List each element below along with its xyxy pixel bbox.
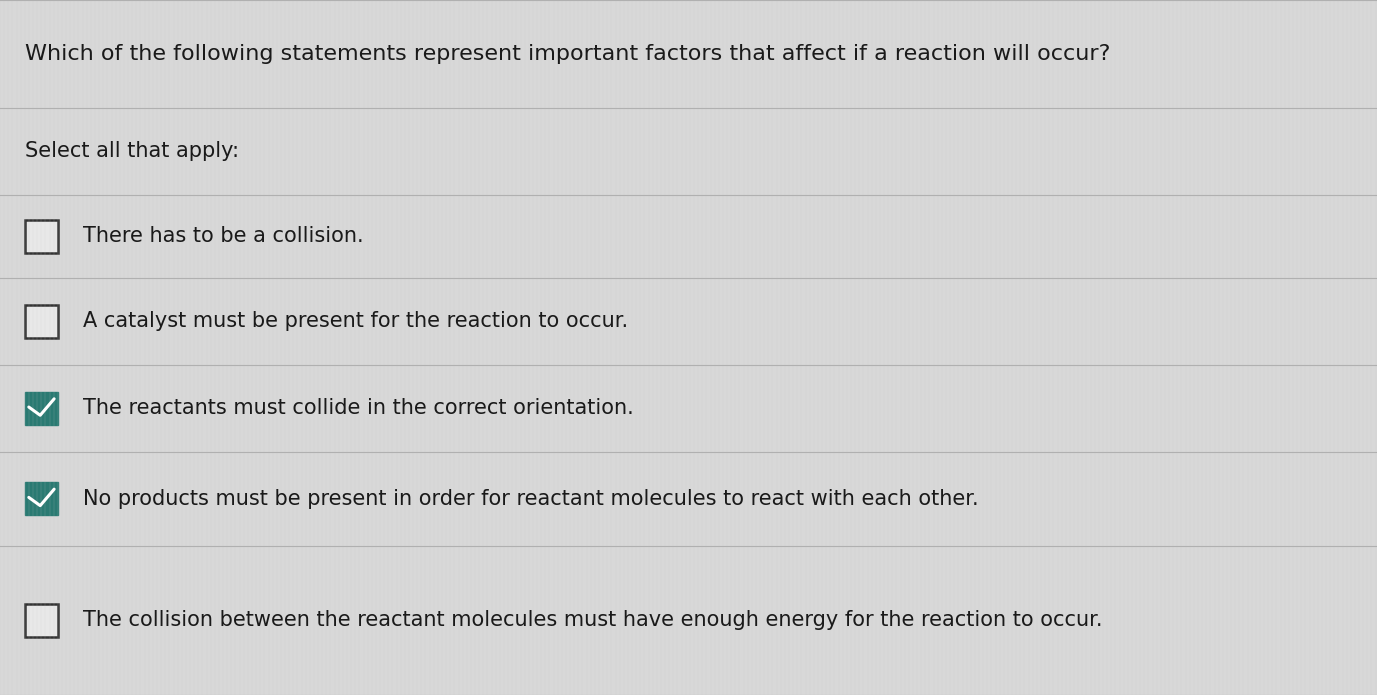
Text: The reactants must collide in the correct orientation.: The reactants must collide in the correc… — [83, 398, 633, 418]
Text: There has to be a collision.: There has to be a collision. — [83, 227, 364, 246]
Bar — [25, 304, 58, 338]
Text: No products must be present in order for reactant molecules to react with each o: No products must be present in order for… — [83, 489, 979, 509]
Bar — [25, 392, 58, 425]
Bar — [25, 482, 58, 516]
Text: Select all that apply:: Select all that apply: — [25, 141, 238, 161]
Text: A catalyst must be present for the reaction to occur.: A catalyst must be present for the react… — [83, 311, 628, 332]
Bar — [25, 220, 58, 253]
Bar — [25, 603, 58, 637]
Text: Which of the following statements represent important factors that affect if a r: Which of the following statements repres… — [25, 44, 1110, 64]
Text: The collision between the reactant molecules must have enough energy for the rea: The collision between the reactant molec… — [83, 610, 1103, 630]
